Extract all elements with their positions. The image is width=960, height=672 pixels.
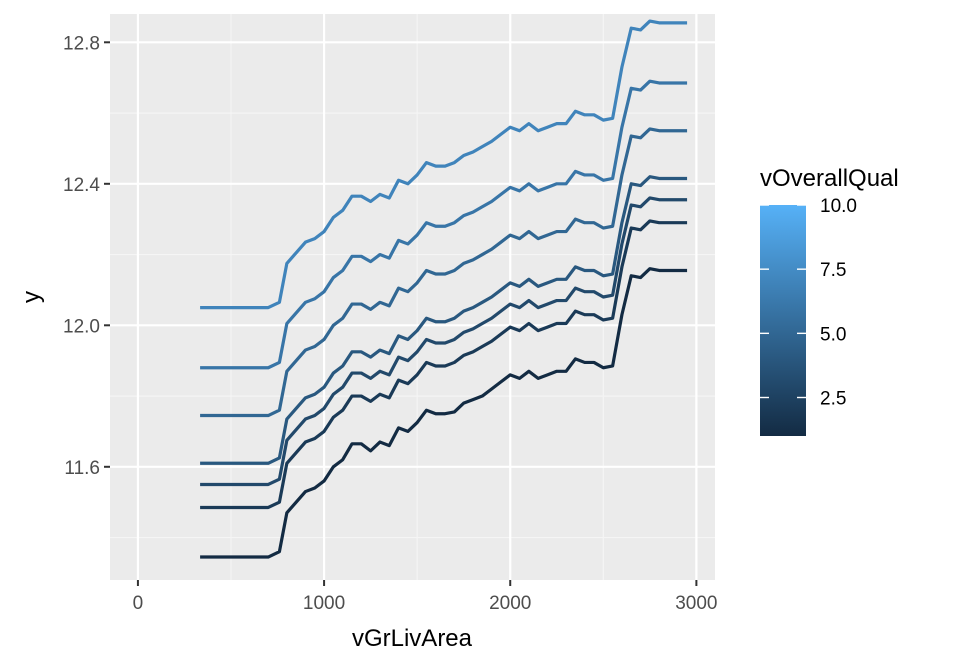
series-line — [200, 219, 688, 510]
x-axis-title: vGrLivArea — [352, 625, 473, 652]
x-tick-label: 3000 — [675, 593, 717, 614]
legend: vOverallQual 2.5 5.0 7.5 10.0 — [760, 165, 899, 436]
x-tick-label: 0 — [133, 593, 144, 614]
x-tick-label: 2000 — [489, 593, 531, 614]
legend-colorbar — [760, 205, 806, 436]
x-tick-label: 1000 — [303, 593, 345, 614]
y-tick-label: 11.6 — [64, 458, 100, 479]
y-tick-label: 12.4 — [63, 175, 100, 196]
series-line — [200, 19, 688, 310]
series-line — [200, 267, 688, 559]
legend-ticks: 2.5 5.0 7.5 10.0 — [760, 196, 857, 410]
y-tick-label: 12.0 — [63, 316, 100, 337]
legend-title: vOverallQual — [760, 165, 899, 192]
x-axis: 0 1000 2000 3000 — [133, 580, 718, 614]
y-tick-label: 12.8 — [63, 33, 100, 54]
panel-background — [110, 14, 715, 580]
legend-tick-label: 2.5 — [820, 389, 846, 410]
legend-tick-label: 5.0 — [820, 324, 846, 345]
series-line — [200, 79, 688, 370]
y-axis: 11.6 12.0 12.4 12.8 — [63, 33, 110, 479]
series-line — [200, 127, 688, 418]
series-line — [200, 175, 688, 465]
series-line — [200, 196, 688, 487]
legend-tick-label: 10.0 — [820, 196, 857, 217]
y-axis-title: y — [18, 291, 45, 303]
legend-tick-label: 7.5 — [820, 260, 846, 281]
major-gridlines — [110, 14, 715, 580]
series-lines — [200, 19, 688, 559]
